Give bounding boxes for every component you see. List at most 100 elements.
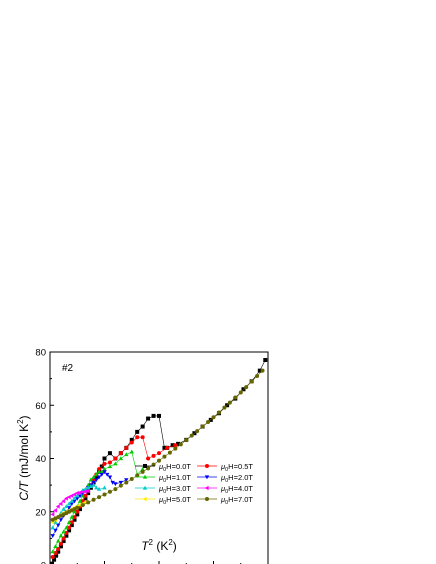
data-point — [61, 498, 66, 504]
data-point — [118, 451, 123, 456]
data-point — [260, 368, 265, 373]
data-point — [124, 452, 129, 457]
legend: μ0H=0.0T μ0H=0.5T μ0H=1.0T μ0H=2.0T μ0H=3.0T… — [135, 462, 253, 506]
data-point — [216, 410, 221, 415]
data-point — [94, 478, 99, 483]
data-point — [129, 437, 134, 442]
data-point — [238, 390, 243, 395]
legend-item-0h-2-0t: μ0H=2.0T — [197, 473, 253, 484]
data-point — [86, 491, 91, 496]
data-point — [97, 495, 102, 500]
data-point — [72, 499, 77, 504]
data-point — [53, 528, 58, 533]
legend-marker — [205, 464, 209, 468]
data-point — [151, 453, 156, 458]
data-point — [74, 490, 79, 496]
data-point — [72, 496, 77, 501]
y-tick-label: 0 — [41, 561, 46, 564]
data-point — [94, 475, 99, 480]
data-point — [157, 451, 161, 456]
data-point — [113, 456, 118, 461]
y-tick-label: 80 — [35, 348, 46, 359]
data-point — [96, 486, 102, 491]
legend-item-0h-1-0t: μ0H=1.0T — [135, 473, 191, 484]
data-point — [53, 551, 58, 556]
data-point — [249, 379, 254, 384]
data-point — [99, 472, 104, 477]
data-point — [129, 477, 134, 482]
data-point — [135, 473, 140, 478]
data-point — [53, 508, 58, 513]
data-point — [206, 420, 211, 425]
data-point — [77, 498, 83, 503]
data-point — [75, 512, 80, 517]
data-point — [170, 443, 175, 448]
data-point — [105, 472, 110, 477]
data-point — [118, 456, 124, 461]
data-point — [50, 555, 55, 560]
data-point — [178, 442, 183, 447]
legend-label: μ0H=1.0T — [158, 473, 191, 484]
legend-item-0h-4-0t: μ0H=4.0T — [197, 484, 253, 495]
data-point — [50, 561, 55, 564]
data-point — [99, 469, 104, 474]
legend-label: μ0H=2.0T — [220, 473, 253, 484]
data-point — [88, 477, 94, 482]
data-point — [75, 493, 80, 498]
data-point — [102, 492, 107, 497]
data-point — [94, 472, 99, 477]
series-0h-1-0t — [50, 449, 145, 554]
chart-marks — [50, 357, 268, 564]
data-point — [58, 518, 64, 523]
legend-label: μ0H=4.0T — [220, 484, 253, 495]
data-point — [167, 450, 172, 455]
data-point — [96, 475, 102, 480]
data-point — [69, 502, 74, 507]
data-point — [94, 485, 99, 490]
data-point — [129, 440, 134, 445]
y-tick-label: 40 — [35, 454, 46, 465]
data-point — [66, 501, 72, 506]
legend-label: μ0H=3.0T — [158, 484, 191, 495]
data-point — [91, 474, 96, 479]
data-point — [69, 493, 74, 498]
legend-label: μ0H=7.0T — [220, 495, 253, 506]
data-point — [129, 449, 134, 454]
data-point — [64, 496, 68, 501]
data-point — [61, 529, 66, 534]
data-point — [140, 435, 145, 440]
data-point — [113, 482, 118, 487]
data-point — [102, 461, 107, 466]
data-point — [77, 494, 83, 499]
data-point — [107, 489, 112, 494]
data-point — [69, 514, 74, 519]
legend-label: μ0H=0.0T — [158, 462, 191, 473]
data-point — [91, 497, 96, 502]
data-point — [55, 504, 60, 509]
data-point — [77, 490, 82, 495]
data-point — [107, 460, 112, 465]
data-point — [110, 480, 115, 485]
data-point — [113, 487, 118, 492]
legend-marker — [205, 497, 209, 501]
data-point — [69, 523, 74, 528]
data-point — [233, 395, 238, 400]
data-point — [255, 373, 260, 378]
data-point — [97, 467, 102, 472]
data-point — [61, 506, 66, 511]
data-point — [118, 480, 124, 485]
data-point — [151, 413, 156, 418]
data-point — [263, 357, 268, 362]
legend-label: μ0H=5.0T — [158, 495, 191, 506]
data-point — [56, 549, 61, 554]
axis-ticks: 04080120160020406080 — [35, 348, 269, 564]
data-point — [107, 451, 112, 456]
legend-item-0h-0-0t: μ0H=0.0T — [135, 462, 191, 473]
data-point — [176, 441, 181, 446]
data-point — [195, 429, 200, 434]
data-point — [64, 533, 69, 538]
legend-marker — [142, 474, 148, 479]
data-point — [124, 478, 129, 483]
data-point — [86, 500, 91, 505]
y-tick-label: 20 — [35, 507, 46, 518]
